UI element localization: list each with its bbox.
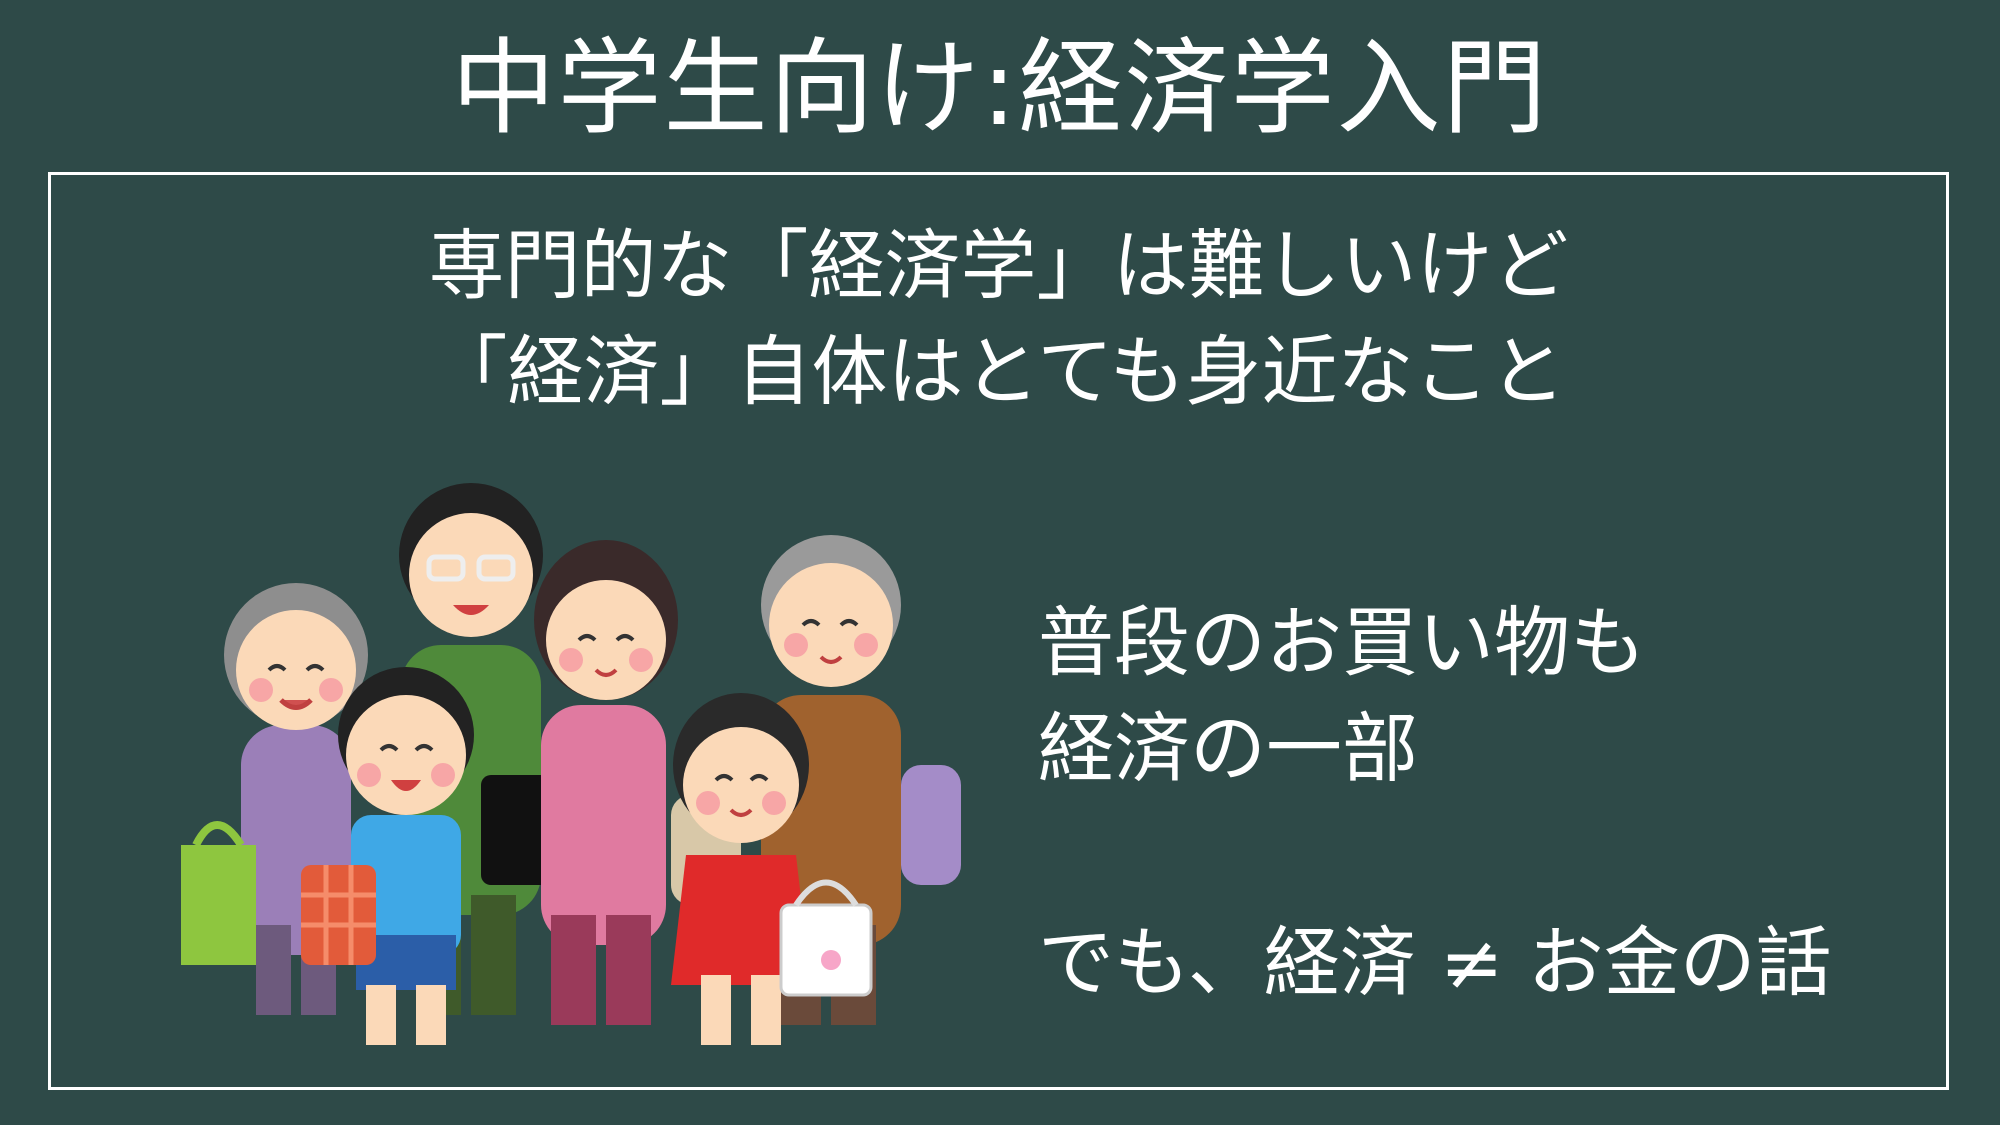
slide-title: 中学生向け:経済学入門	[451, 27, 1549, 149]
boy-figure	[338, 667, 474, 1045]
lead-line-1: 専門的な「経済学」は難しいけど	[428, 221, 1569, 310]
side-line-3: でも、経済 ≠ お金の話	[1038, 918, 1832, 1007]
red-checked-bag	[301, 865, 376, 965]
grandmother-figure	[224, 583, 368, 1015]
side-note-2: でも、経済 ≠ お金の話	[1038, 910, 1832, 1016]
side-note-1: 普段のお買い物も 経済の一部	[1038, 590, 1646, 802]
green-shopping-bag	[181, 821, 256, 965]
girl-figure	[671, 693, 811, 1045]
lead-line-2: 「経済」自体はとても身近なこと	[431, 327, 1566, 416]
family-shopping-illustration	[181, 483, 961, 1045]
white-tote-bag	[779, 879, 873, 997]
content-frame: 専門的な「経済学」は難しいけど 「経済」自体はとても身近なこと	[48, 172, 1949, 1090]
lead-text: 専門的な「経済学」は難しいけど 「経済」自体はとても身近なこと	[51, 213, 1946, 425]
side-line-2: 経済の一部	[1038, 704, 1418, 793]
side-line-1: 普段のお買い物も	[1038, 598, 1646, 687]
